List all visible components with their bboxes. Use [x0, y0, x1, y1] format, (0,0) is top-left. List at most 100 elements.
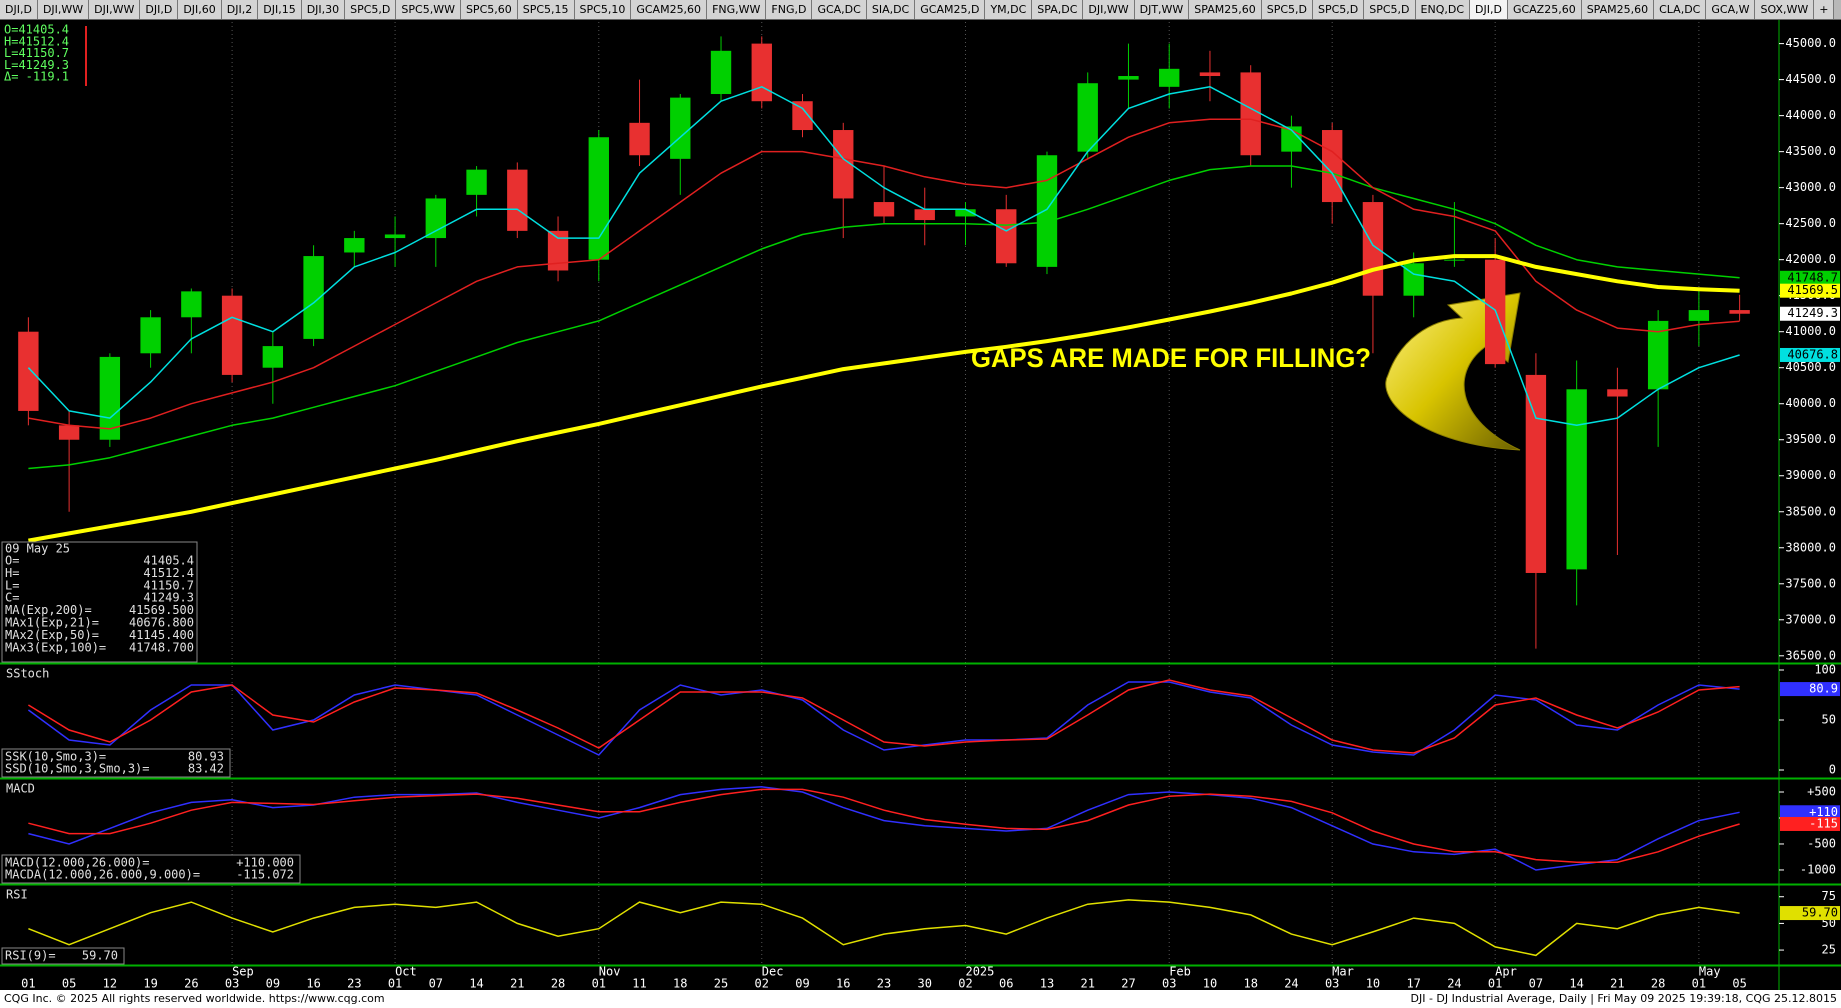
candle-body — [1322, 130, 1343, 203]
tab[interactable]: SPC5,D — [1261, 0, 1313, 19]
tab[interactable]: SIA,DC — [866, 0, 916, 19]
info-label: L= — [5, 578, 19, 592]
tab[interactable]: SPC5,WW — [396, 0, 461, 19]
x-tick-label: 18 — [673, 977, 687, 991]
x-tick-label: 01 — [592, 977, 606, 991]
x-tick-label: 01 — [1488, 977, 1502, 991]
x-tick-label: 19 — [143, 977, 157, 991]
x-tick-label: 03 — [1325, 977, 1339, 991]
candle-body — [1688, 310, 1710, 321]
tab[interactable]: DJI,WW — [37, 0, 90, 19]
info-label: MAx3(Exp,100)= — [5, 640, 106, 654]
tab[interactable]: FNG,WW — [707, 0, 767, 19]
tab[interactable]: GCAM25,D — [915, 0, 986, 19]
y-tick-label: 39500.0 — [1785, 432, 1836, 446]
candle-body — [792, 101, 813, 131]
tab[interactable]: SOX,WW — [1755, 0, 1815, 19]
y-tick-label: 25 — [1822, 943, 1836, 957]
price-tag — [1780, 347, 1840, 362]
month-label: May — [1699, 965, 1721, 979]
tab[interactable]: DJI,D — [1470, 0, 1508, 19]
tab[interactable]: DJI,2 — [221, 0, 259, 19]
readout-box — [1, 854, 301, 884]
candle-body — [1566, 389, 1587, 570]
price-tag-label: -115 — [1809, 816, 1838, 830]
x-tick-label: 16 — [306, 977, 320, 991]
x-tick-label: 05 — [1732, 977, 1746, 991]
candle-body — [466, 169, 487, 195]
candle-body — [1199, 72, 1221, 77]
tab[interactable]: SPC5,15 — [517, 0, 575, 19]
candle-body — [181, 291, 202, 318]
tab[interactable]: DJI,30 — [301, 0, 346, 19]
tab[interactable]: GCAZ25,60 — [1507, 0, 1582, 19]
y-tick-label: +500 — [1807, 784, 1836, 798]
tab[interactable]: DJI,D — [140, 0, 179, 19]
y-tick-label: 37500.0 — [1785, 576, 1836, 590]
tab[interactable]: SPC5,10 — [574, 0, 632, 19]
tab[interactable]: GCAM25,60 — [631, 0, 708, 19]
readout-box — [1, 748, 231, 778]
tab[interactable]: SPC5,D — [345, 0, 397, 19]
candle-body — [99, 356, 121, 440]
readout-value: -115.072 — [236, 868, 294, 882]
info-date: 09 May 25 — [5, 542, 70, 556]
tab[interactable]: DJI,60 — [178, 0, 222, 19]
candle-body — [507, 169, 528, 231]
tab[interactable]: FNG,D — [766, 0, 813, 19]
tab[interactable]: DJI,15 — [258, 0, 302, 19]
tab[interactable]: DJI,WW — [1083, 0, 1135, 19]
price-tag — [1780, 682, 1840, 697]
x-tick-label: 25 — [714, 977, 728, 991]
x-tick-label: 07 — [429, 977, 443, 991]
candle-body — [1159, 68, 1180, 87]
tab[interactable]: SPAM25,60 — [1581, 0, 1655, 19]
y-tick-label: 42000.0 — [1785, 252, 1836, 266]
y-tick-label: 43500.0 — [1785, 144, 1836, 158]
info-box — [1, 541, 198, 663]
candle-body — [833, 130, 854, 199]
tab[interactable]: CLA,DC — [1654, 0, 1707, 19]
ohlc-readout: L=41150.7 — [4, 46, 69, 60]
footer-bar — [0, 990, 1841, 1008]
candle-body — [996, 209, 1017, 264]
x-tick-label: 16 — [836, 977, 850, 991]
tab[interactable]: + — [1814, 0, 1835, 19]
tab[interactable]: GCA,DC — [812, 0, 867, 19]
x-tick-label: 02 — [958, 977, 972, 991]
tab[interactable]: SPA,DC — [1032, 0, 1084, 19]
x-tick-label: 01 — [21, 977, 35, 991]
y-tick-label: -1000 — [1800, 862, 1836, 876]
x-tick-label: 28 — [1651, 977, 1665, 991]
readout-value: 80.93 — [188, 750, 224, 764]
y-tick-label: 45000.0 — [1785, 36, 1836, 50]
info-value: 41569.500 — [129, 603, 194, 617]
x-tick-label: 21 — [510, 977, 524, 991]
tab[interactable]: DJI,WW — [89, 0, 141, 19]
tab[interactable]: SPAM25,60 — [1189, 0, 1262, 19]
info-label: H= — [5, 566, 19, 580]
tab[interactable]: DJI,D — [0, 0, 38, 19]
readout-label: SSK(10,Smo,3)= — [5, 750, 106, 764]
readout-label: MACD(12.000,26.000)= — [5, 856, 150, 870]
readout-label: MACDA(12.000,26.000,9.000)= — [5, 868, 200, 882]
candle-body — [1607, 389, 1628, 397]
tab[interactable]: DJT,WW — [1134, 0, 1190, 19]
candle-body — [1240, 72, 1261, 156]
x-tick-label: 12 — [103, 977, 117, 991]
tab[interactable]: ENQ,DC — [1415, 0, 1470, 19]
y-tick-label: 38500.0 — [1785, 504, 1836, 518]
candle-body — [1077, 83, 1098, 152]
info-label: O= — [5, 554, 19, 568]
price-tag-label: 41249.3 — [1787, 306, 1838, 320]
tab[interactable]: SPC5,D — [1364, 0, 1416, 19]
tab[interactable]: SPC5,60 — [460, 0, 518, 19]
tab[interactable]: GCA,W — [1706, 0, 1756, 19]
month-label: Dec — [762, 965, 784, 979]
y-tick-label: 75 — [1822, 889, 1836, 903]
tab[interactable]: YM,DC — [985, 0, 1033, 19]
tab[interactable]: SPC5,D — [1312, 0, 1365, 19]
readout-value: 59.70 — [82, 949, 118, 963]
x-tick-label: 01 — [1692, 977, 1706, 991]
